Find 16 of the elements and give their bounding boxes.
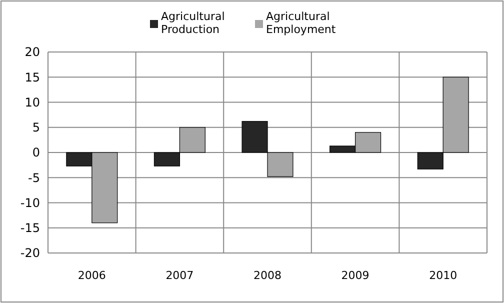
y-tick-label: 5 — [32, 120, 40, 135]
x-tick-label: 2009 — [341, 269, 370, 282]
legend-label: Agricultural Production — [161, 10, 225, 36]
x-tick-label: 2006 — [78, 269, 106, 282]
y-tick-label: 10 — [24, 95, 40, 110]
y-tick-label: -10 — [20, 196, 40, 210]
y-tick-label: -20 — [20, 246, 40, 260]
y-tick-label: -5 — [28, 170, 40, 185]
x-tick-label: 2008 — [254, 269, 282, 282]
y-tick-label: 15 — [24, 70, 40, 84]
legend-label: Agricultural Employment — [266, 10, 336, 36]
y-tick-label: 20 — [24, 45, 40, 60]
x-tick-label: 2010 — [429, 269, 458, 282]
x-tick-label: 2007 — [166, 269, 194, 282]
y-tick-label: -15 — [20, 221, 40, 236]
y-tick-label: 0 — [32, 146, 40, 160]
